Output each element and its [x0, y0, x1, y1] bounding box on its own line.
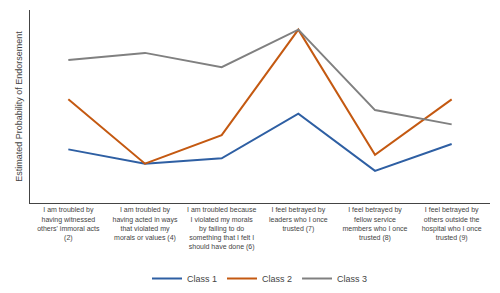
svg-text:I am troubled byhaving acted i: I am troubled byhaving acted in waysthat…	[113, 206, 178, 241]
svg-text:I am troubled becauseI violate: I am troubled becauseI violated my moral…	[187, 206, 256, 250]
svg-text:I feel betrayed byfellow servi: I feel betrayed byfellow servicemembers …	[343, 206, 408, 241]
svg-text:Estimated Probability of Endor: Estimated Probability of Endorsement	[14, 31, 24, 182]
svg-text:I feel betrayed byleaders who: I feel betrayed byleaders who I oncetrus…	[269, 206, 328, 232]
svg-text:Class 3: Class 3	[337, 274, 367, 284]
svg-text:Class 1: Class 1	[187, 274, 217, 284]
svg-text:Class 2: Class 2	[262, 274, 292, 284]
svg-text:I feel betrayed byothers outsi: I feel betrayed byothers outside thehosp…	[422, 206, 482, 241]
svg-text:I am troubled byhaving witness: I am troubled byhaving witnessedothers' …	[37, 206, 100, 241]
